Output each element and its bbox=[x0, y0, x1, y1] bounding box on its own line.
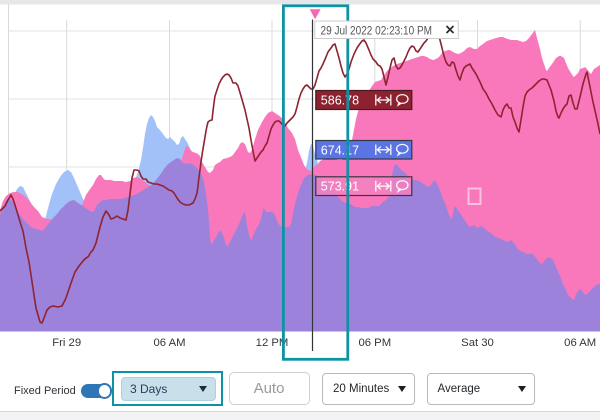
svg-text:29 Jul 2022 02:23:10 PM: 29 Jul 2022 02:23:10 PM bbox=[321, 24, 433, 38]
svg-text:06 AM: 06 AM bbox=[564, 337, 596, 349]
svg-text:06 AM: 06 AM bbox=[153, 337, 185, 349]
svg-text:06 PM: 06 PM bbox=[358, 337, 391, 349]
svg-text:Fri 29: Fri 29 bbox=[52, 337, 81, 349]
svg-text:573.91: 573.91 bbox=[321, 180, 359, 194]
svg-text:674.17: 674.17 bbox=[321, 143, 359, 157]
svg-text:12 PM: 12 PM bbox=[256, 337, 289, 349]
svg-text:586.78: 586.78 bbox=[321, 94, 359, 108]
svg-text:Sat 30: Sat 30 bbox=[461, 337, 494, 349]
